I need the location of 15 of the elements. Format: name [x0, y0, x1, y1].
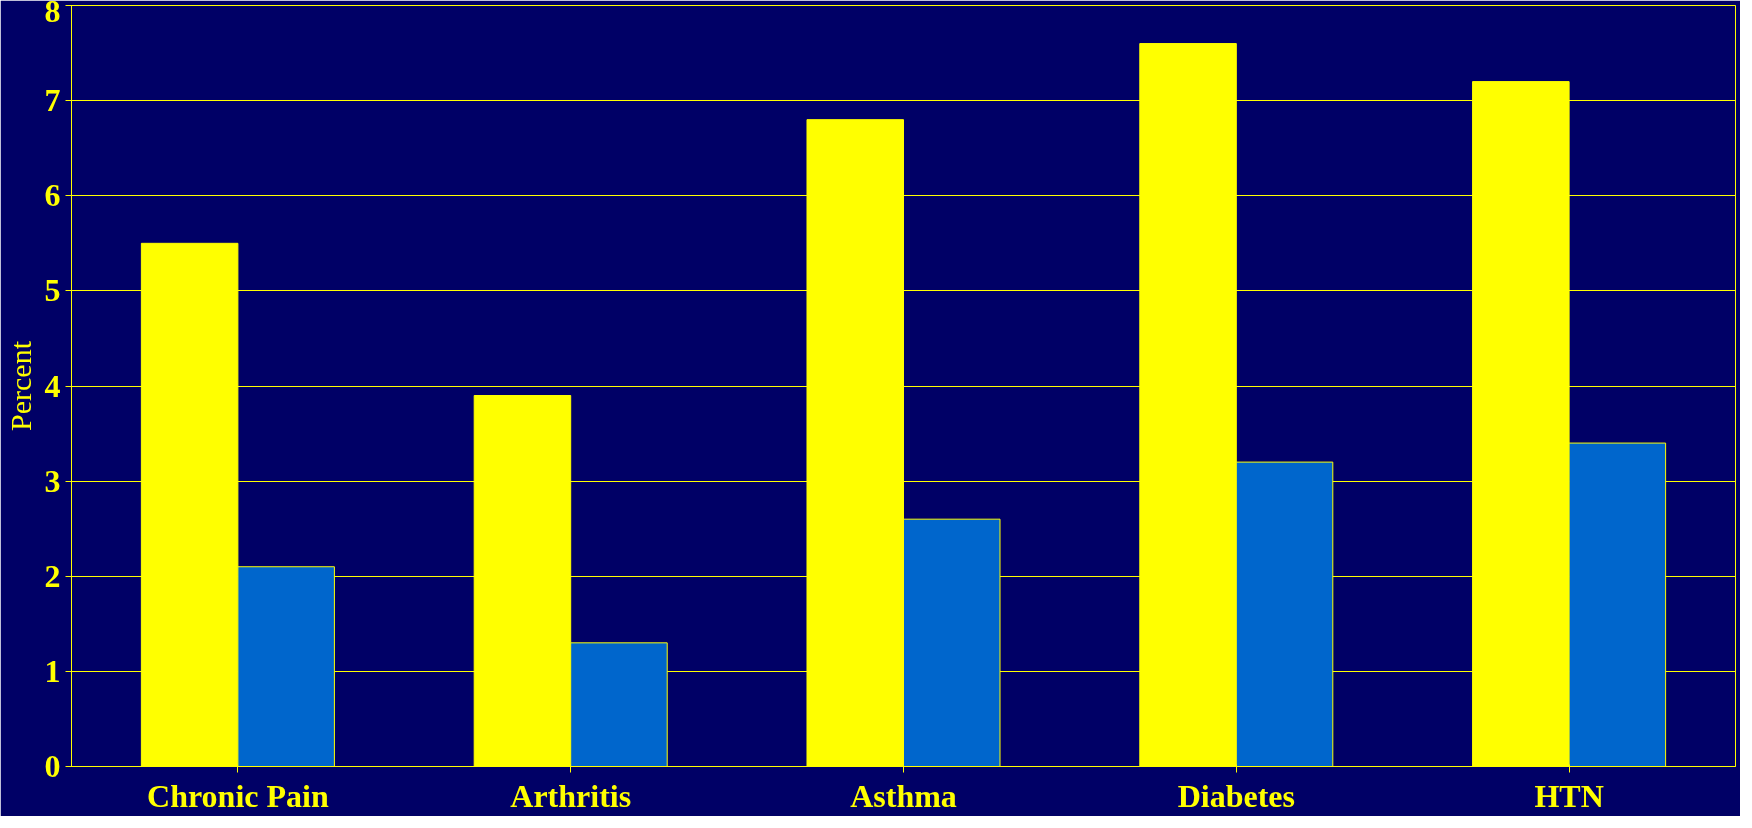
y-tick-label: 8 — [44, 0, 61, 29]
y-tick-label: 0 — [44, 748, 61, 784]
x-tick-label: Asthma — [850, 777, 957, 814]
x-tick-label: HTN — [1534, 777, 1604, 814]
y-tick-label: 3 — [44, 462, 61, 499]
y-tick-label: 4 — [44, 367, 61, 404]
y-tick-label: 1 — [44, 652, 61, 689]
y-tick-label: 6 — [44, 177, 61, 214]
y-axis-title: Percent — [3, 340, 37, 431]
y-tick-label: 2 — [44, 557, 61, 594]
y-tick-label: 7 — [44, 82, 61, 119]
x-tick-label: Arthritis — [510, 777, 632, 814]
x-tick-label: Chronic Pain — [147, 777, 329, 814]
x-tick-label: Diabetes — [1177, 777, 1295, 814]
y-tick-label: 5 — [44, 272, 61, 309]
